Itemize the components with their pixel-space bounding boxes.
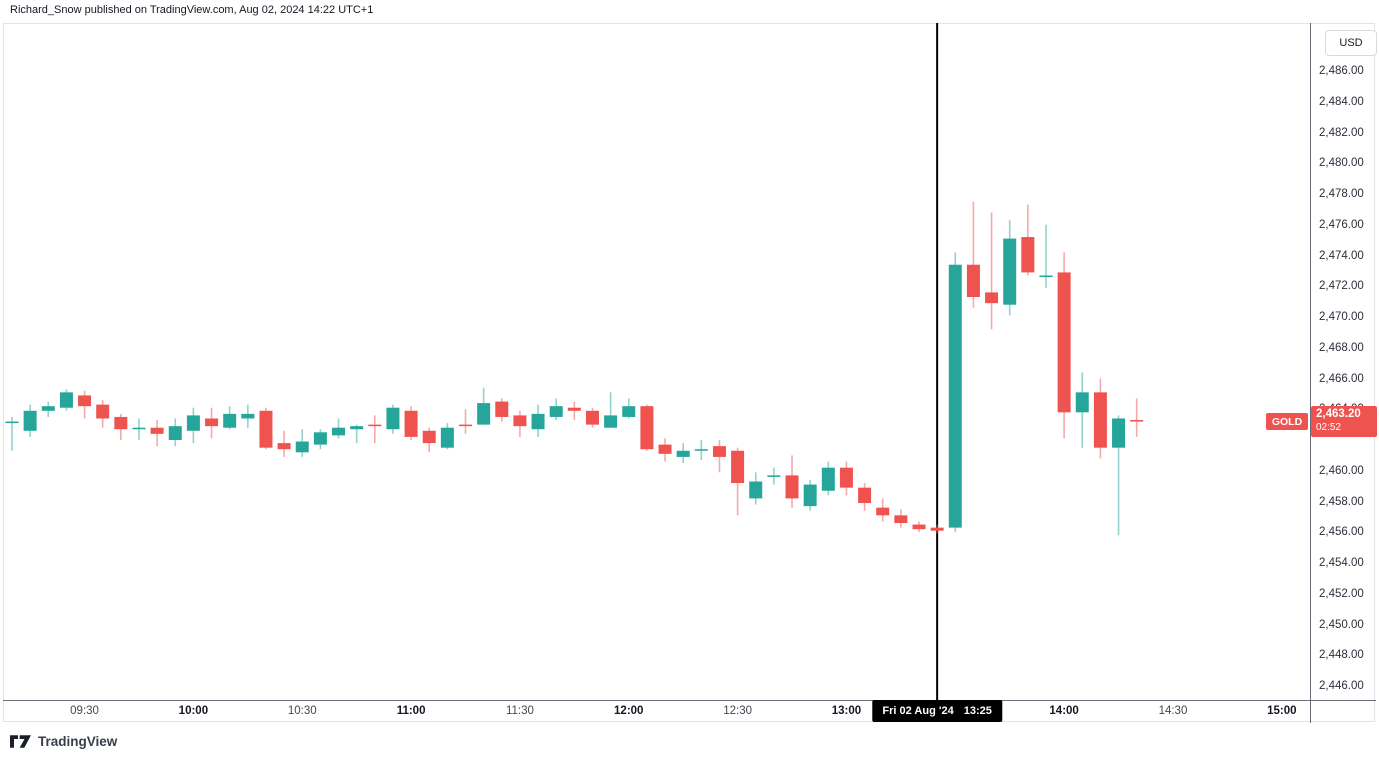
- time-tick-label: 14:00: [1049, 705, 1079, 717]
- time-tick-label: 14:30: [1158, 705, 1188, 717]
- price-tick-label: 2,486.00: [1319, 65, 1364, 77]
- price-tick-label: 2,468.00: [1319, 341, 1364, 354]
- time-tick-label: 09:30: [70, 705, 99, 717]
- price-tick-label: 2,452.00: [1319, 587, 1364, 600]
- price-tick-label: 2,466.00: [1319, 372, 1364, 385]
- time-marker-badge: Fri 02 Aug '24 13:25: [872, 700, 1002, 722]
- tradingview-logo-icon: [10, 734, 31, 749]
- price-axis-separator: [1310, 23, 1311, 723]
- price-tick-label: 2,448.00: [1319, 649, 1364, 662]
- time-axis-separator: [3, 700, 1376, 701]
- time-tick-label: 13:00: [831, 705, 862, 717]
- marker-time: 13:25: [963, 705, 992, 717]
- chart-plot-area[interactable]: [3, 23, 1375, 722]
- price-tick-label: 2,484.00: [1319, 95, 1364, 108]
- price-tick-label: 2,458.00: [1319, 495, 1364, 508]
- price-tick-label: 2,470.00: [1319, 311, 1364, 323]
- price-tick-label: 2,476.00: [1319, 218, 1364, 231]
- time-tick-label: 15:00: [1267, 705, 1297, 717]
- currency-unit-button[interactable]: USD: [1325, 30, 1377, 56]
- price-tick-label: 2,460.00: [1319, 464, 1364, 477]
- time-tick-label: 11:30: [505, 705, 534, 717]
- price-tick-label: 2,446.00: [1319, 680, 1364, 692]
- time-tick-label: 12:30: [723, 705, 752, 717]
- time-tick-label: 11:00: [396, 705, 426, 717]
- price-tick-label: 2,474.00: [1319, 249, 1364, 262]
- marker-date: Fri 02 Aug '24: [882, 705, 954, 717]
- bar-countdown: 02:52: [1316, 422, 1342, 434]
- last-price-badge: 2,463.20 02:52: [1311, 406, 1377, 438]
- tradingview-wordmark: TradingView: [38, 734, 118, 749]
- footer-brand[interactable]: TradingView: [10, 734, 117, 749]
- symbol-badge: GOLD: [1266, 413, 1308, 431]
- time-tick-label: 10:30: [287, 705, 317, 717]
- attribution-text: Richard_Snow published on TradingView.co…: [10, 4, 374, 16]
- price-tick-label: 2,478.00: [1319, 188, 1364, 200]
- price-tick-label: 2,450.00: [1319, 618, 1364, 631]
- price-tick-label: 2,454.00: [1319, 557, 1364, 569]
- price-tick-label: 2,472.00: [1319, 280, 1364, 293]
- price-tick-label: 2,480.00: [1319, 157, 1364, 170]
- time-tick-label: 10:00: [178, 705, 209, 717]
- price-tick-label: 2,456.00: [1319, 526, 1364, 539]
- price-tick-label: 2,482.00: [1319, 126, 1364, 139]
- last-price-value: 2,463.20: [1316, 408, 1361, 421]
- time-tick-label: 12:00: [614, 705, 644, 717]
